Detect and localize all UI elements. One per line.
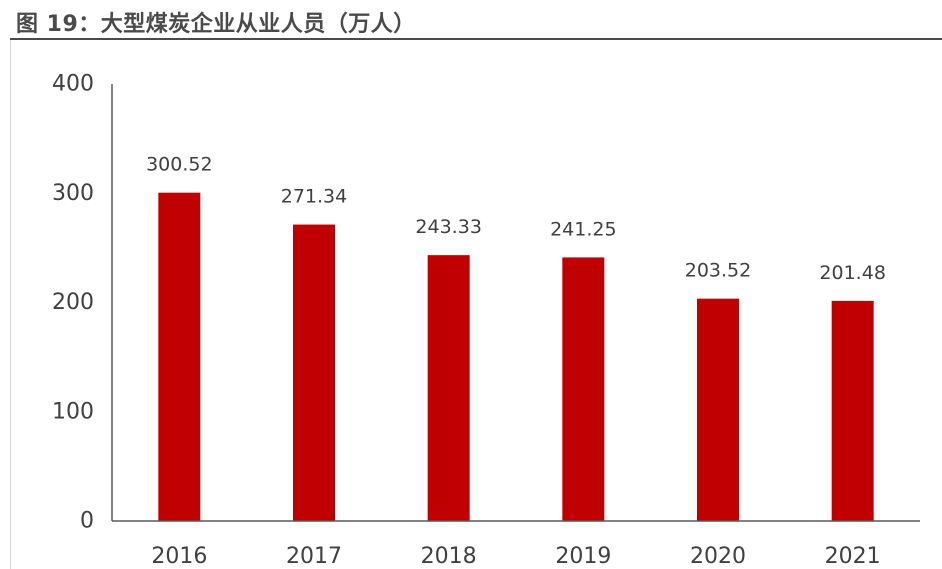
axes-layer <box>111 84 920 522</box>
bar-2020 <box>697 298 739 521</box>
title-underline <box>10 38 942 40</box>
x-tick-label-2016: 2016 <box>151 544 207 569</box>
y-tick-label: 400 <box>52 72 94 97</box>
data-label-2020: 203.52 <box>685 260 751 282</box>
x-tick-label-2020: 2020 <box>690 544 746 569</box>
bar-2018 <box>427 255 470 521</box>
y-tick-label: 0 <box>80 509 94 534</box>
data-label-2021: 201.48 <box>819 262 885 284</box>
x-tick-label-2017: 2017 <box>286 544 342 569</box>
x-tick-labels: 2016 2017 2018 2019 2020 2021 <box>151 544 880 569</box>
bar-2016 <box>158 192 201 522</box>
x-tick-label-2021: 2021 <box>825 544 881 569</box>
bar-2019 <box>562 257 605 521</box>
bar-2017 <box>293 224 335 522</box>
y-tick-labels: 0 100 200 300 400 <box>52 72 94 534</box>
bar-2021 <box>831 300 874 521</box>
figure-title: 图 19：大型煤炭企业从业人员（万人） <box>16 12 416 37</box>
data-labels-layer: 300.52 271.34 243.33 241.25 203.52 201.48 <box>146 154 886 284</box>
data-label-2016: 300.52 <box>146 154 212 176</box>
data-label-2018: 243.33 <box>415 216 481 238</box>
y-tick-label: 200 <box>52 290 94 315</box>
y-tick-label: 100 <box>52 399 94 424</box>
frame-left-border <box>10 40 11 569</box>
data-label-2017: 271.34 <box>281 186 347 208</box>
x-tick-label-2019: 2019 <box>555 544 611 569</box>
data-label-2019: 241.25 <box>550 218 616 240</box>
y-tick-label: 300 <box>52 181 94 206</box>
bars-layer <box>158 192 874 522</box>
x-tick-label-2018: 2018 <box>421 544 477 569</box>
